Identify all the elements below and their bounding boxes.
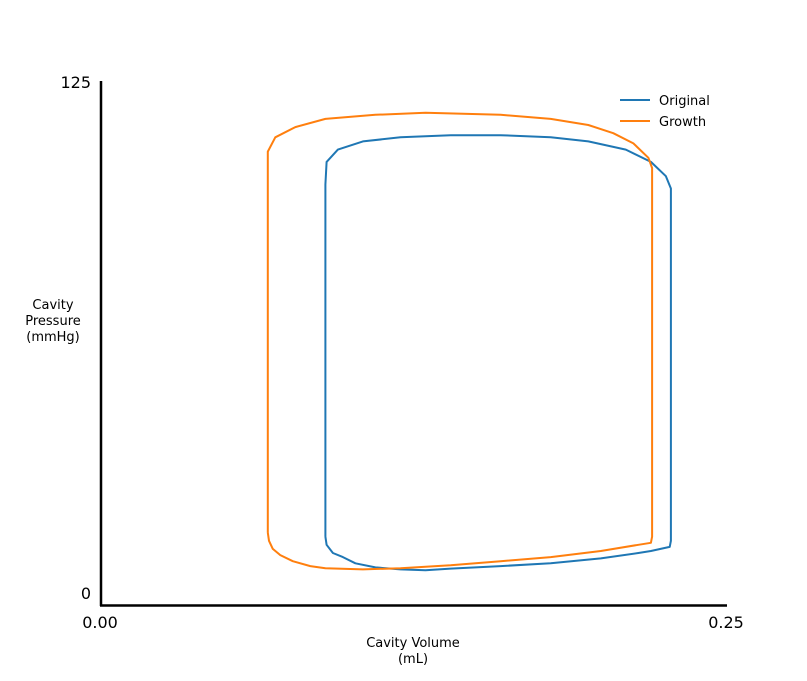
y-tick-label-top: 125 [60,73,91,92]
y-tick-label-bottom: 0 [81,584,91,603]
x-axis-title-line1: Cavity Volume [366,636,460,651]
y-axis-title-line1: Cavity [32,298,73,313]
series-line-original [324,134,672,572]
legend-label-growth: Growth [659,115,706,130]
y-axis-title-line3: (mmHg) [26,330,80,345]
series-layer [266,111,672,572]
legend-label-original: Original [659,94,710,109]
y-axis-title-line2: Pressure [25,314,81,329]
x-tick-label-right: 0.25 [708,613,744,632]
legend: Original Growth [620,94,710,130]
x-axis-title-line2: (mL) [398,652,428,667]
series-line-growth [266,111,654,571]
x-tick-label-left: 0.00 [82,613,118,632]
